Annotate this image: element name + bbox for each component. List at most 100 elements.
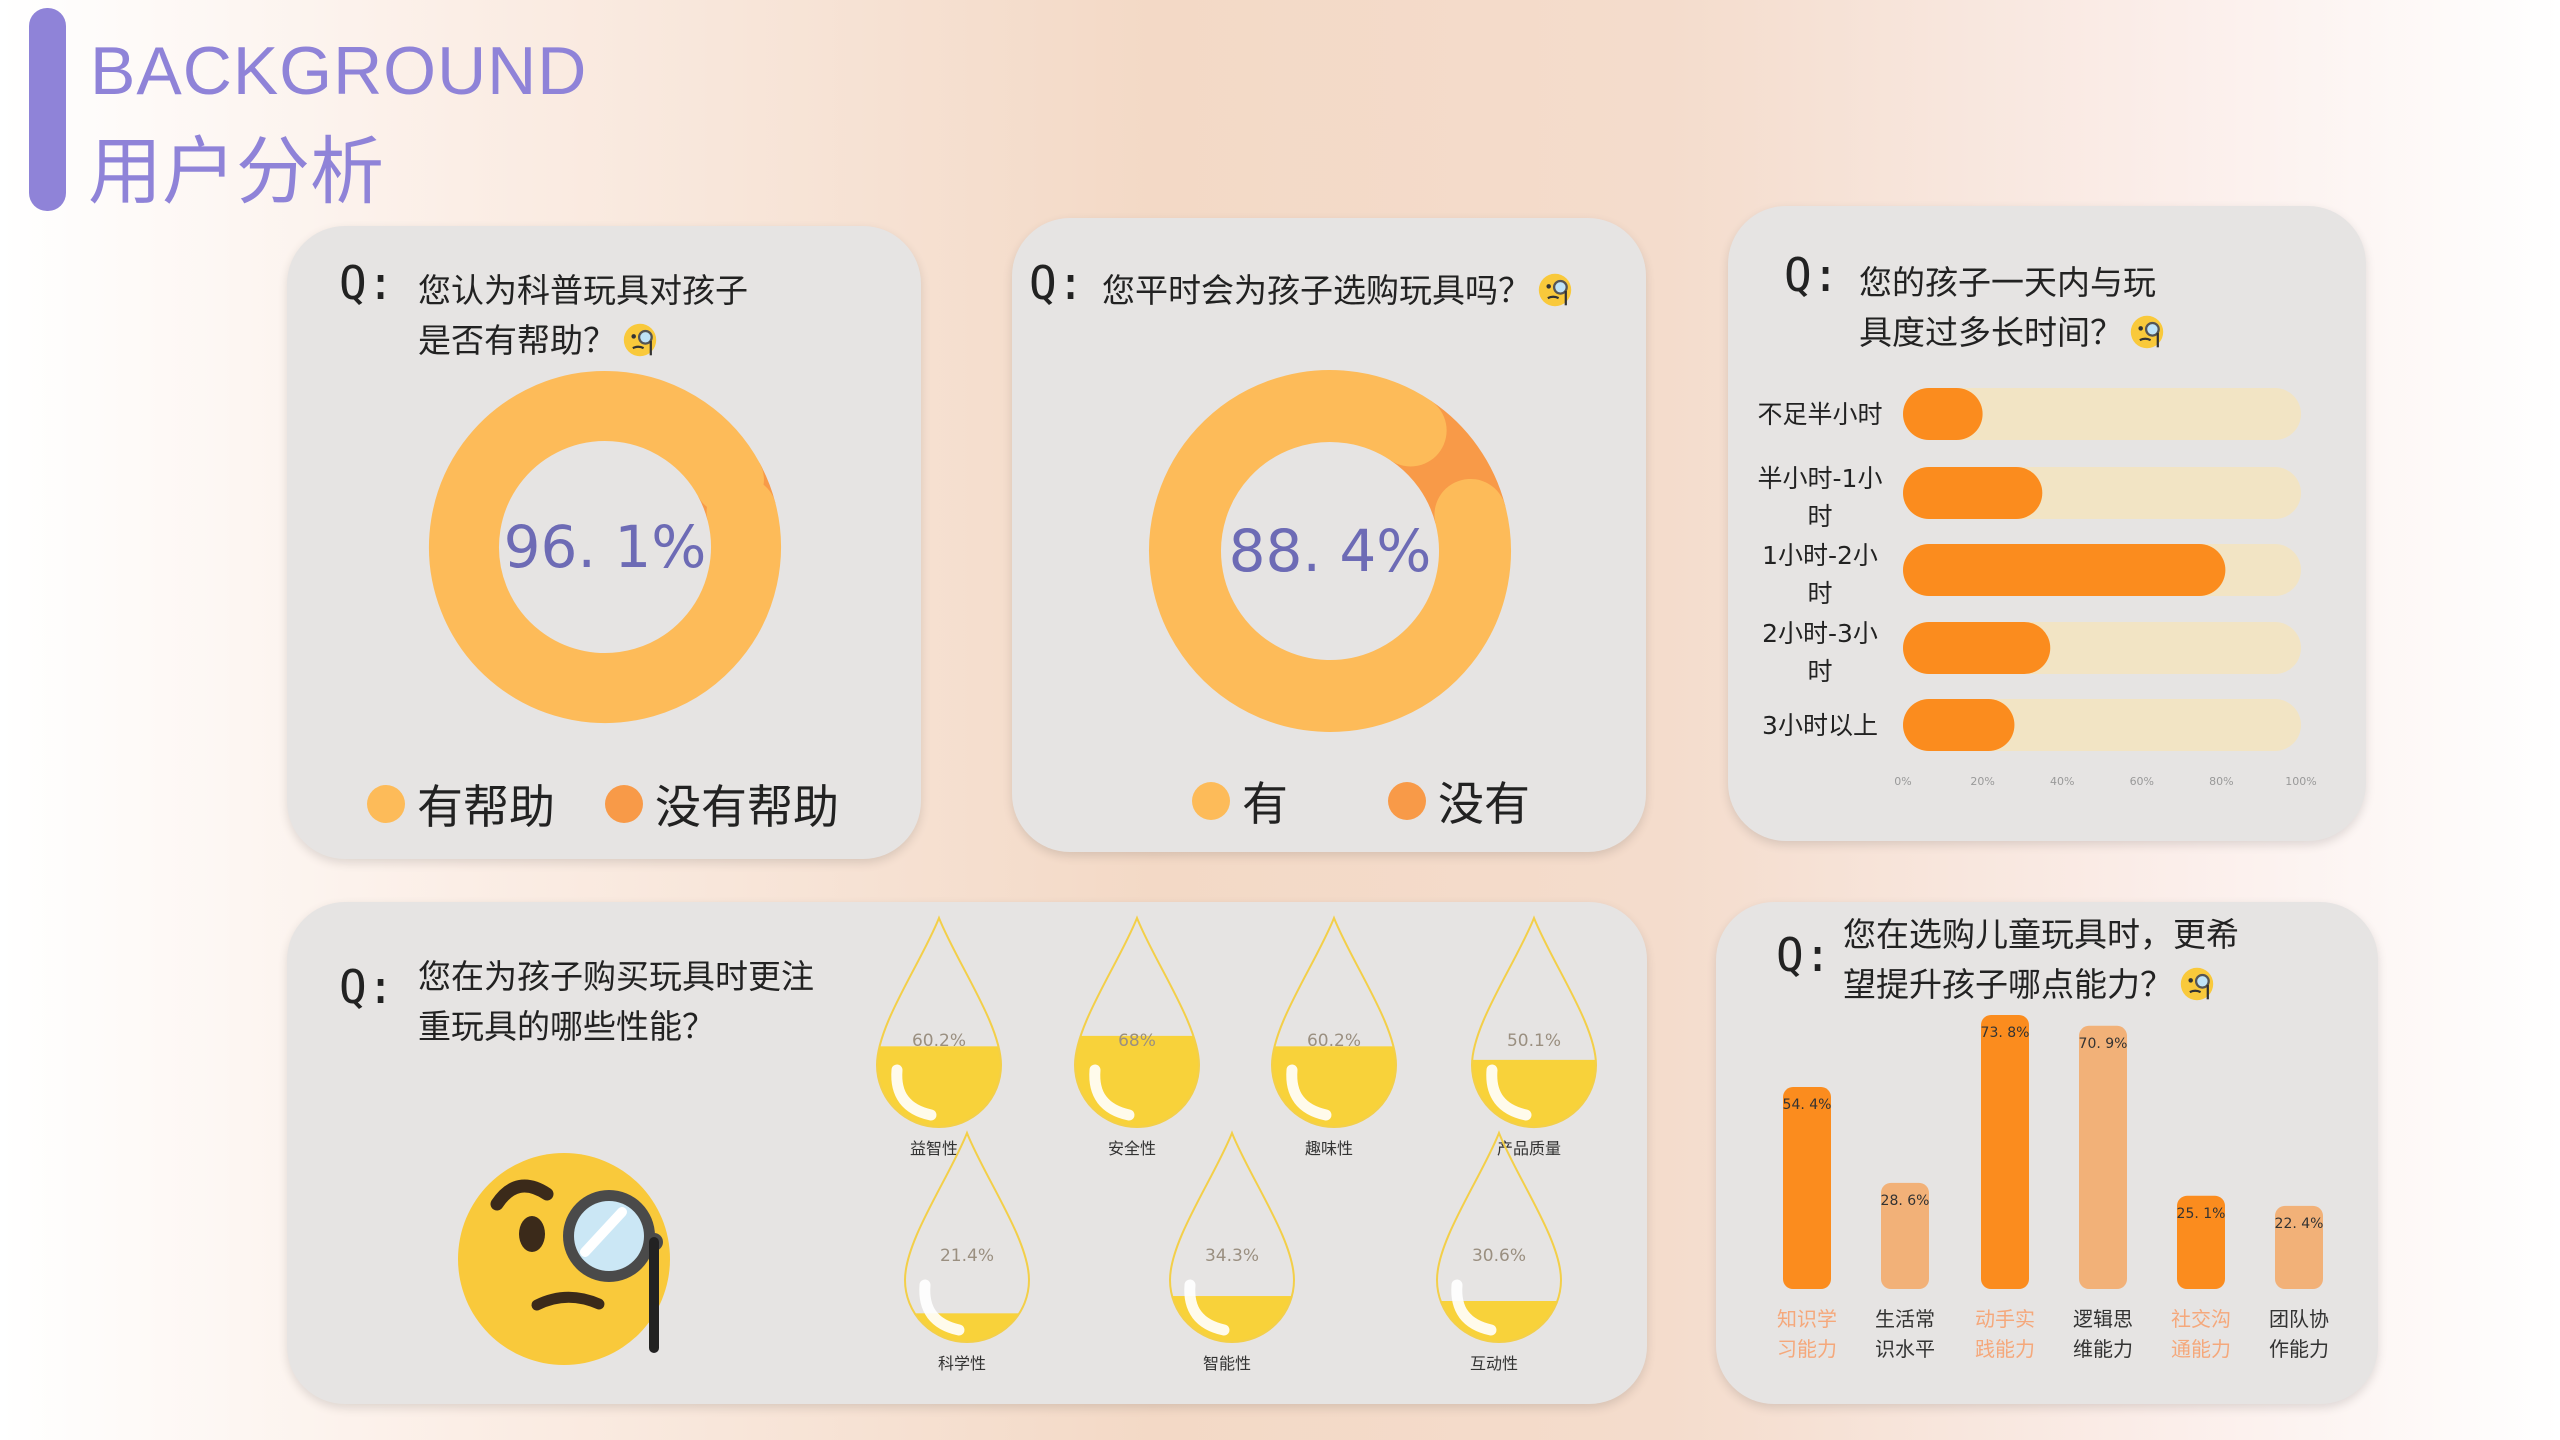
question-line-1: 您的孩子一天内与玩 [1859,263,2156,302]
x-tick-label: 40% [2050,775,2074,788]
drop-shine [1286,1064,1332,1121]
section-title-chinese: 用户分析 [88,129,384,215]
bar-track [1903,388,2301,440]
legend-dot-no [1388,782,1426,820]
drop-outline [1435,1130,1563,1343]
section-title-english: BACKGROUND [90,33,588,109]
bar-1小时-2小时 [1903,544,2226,596]
question-line-1: 您认为科普玩具对孩子 [418,271,748,310]
bar-data-label: 22. 4% [2275,1216,2324,1232]
drop-value-label: 60.2% [912,1031,966,1051]
donut-chart-helpfulness: 96. 1% [429,371,781,723]
question-text: 您在选购儿童玩具时，更希 望提升孩子哪点能力？ [1843,910,2239,1010]
x-tick-label: 100% [2285,775,2316,788]
question-text: 您平时会为孩子选购玩具吗？ [1102,266,1573,316]
card-performance: Q: 您在为孩子购买玩具时更注 重玩具的哪些性能？ 60.2% 益智性 68% 安全性… [287,902,1647,1404]
category-label: 不足半小时 [1757,400,1882,429]
category-label: 习能力 [1777,1337,1837,1361]
drop-outline [903,1130,1031,1343]
liquid-drop-chart-performance: 60.2% 益智性 68% 安全性 60.2% 趣味性 50.1% 产品质量 21.4% 科学性 3… [875,915,1598,1373]
category-label: 时 [1807,579,1832,608]
question-line-2: 具度过多长时间？ [1859,313,2123,352]
category-label: 时 [1807,657,1832,686]
drop-outline [875,915,1003,1128]
category-label: 践能力 [1975,1337,2035,1361]
drop-outline [1470,915,1598,1128]
drop-outline [1073,915,1201,1128]
drop-shine [891,1064,937,1121]
drop-shine [1184,1279,1230,1336]
category-label: 维能力 [2073,1337,2133,1361]
legend-label-no: 没有 [1438,777,1530,831]
drop-category-label: 趣味性 [1305,1139,1353,1158]
donut-center-label: 88. 4% [1229,517,1432,585]
bar-逻辑思维能力 [2079,1025,2127,1289]
bar-半小时-1小时 [1903,467,2043,519]
legend-label-no: 没有帮助 [655,780,839,834]
question-text: 您在为孩子购买玩具时更注 重玩具的哪些性能？ [418,952,814,1052]
drop-value-label: 50.1% [1507,1031,1561,1051]
question-line-2: 望提升孩子哪点能力？ [1843,965,2173,1004]
q-prefix: Q: [1784,248,1840,302]
legend-label-yes: 有 [1242,777,1288,831]
category-label: 3小时以上 [1762,711,1878,740]
question-line-1: 您在选购儿童玩具时，更希 [1843,915,2239,954]
bar-动手实践能力 [1981,1015,2029,1289]
q-prefix: Q: [1776,928,1832,982]
bar-不足半小时 [1903,388,1983,440]
category-label: 半小时-1小 [1758,464,1883,493]
category-label: 生活常 [1875,1307,1935,1331]
q-prefix: Q: [339,256,395,310]
question-line-1: 您在为孩子购买玩具时更注 [418,957,814,996]
thinking-monocle-icon [2180,967,2214,1001]
drop-outline [1270,915,1398,1128]
bar-3小时以上 [1903,699,2015,751]
q-prefix: Q: [1029,256,1085,310]
category-label: 团队协 [2269,1307,2329,1331]
drop-value-label: 60.2% [1307,1031,1361,1051]
card-purchase: Q: 您平时会为孩子选购玩具吗？ 88. 4% 有 没有 [1012,218,1646,852]
drop-shine [1089,1064,1135,1121]
donut-chart-purchase: 88. 4% [1149,370,1511,732]
bar-data-label: 28. 6% [1881,1193,1930,1209]
drop-category-label: 益智性 [910,1139,958,1158]
thinking-monocle-icon [2130,315,2164,349]
card-playtime: Q: 您的孩子一天内与玩 具度过多长时间？ 不足半小时半小时-1小时 1小时-2小… [1728,206,2366,841]
legend-dot-no [605,785,643,823]
legend-label-yes: 有帮助 [417,780,555,834]
category-label: 通能力 [2171,1337,2231,1361]
category-label: 时 [1807,502,1832,531]
category-label: 1小时-2小 [1762,541,1878,570]
drop-outline [1168,1130,1296,1343]
thinking-monocle-icon [623,323,657,357]
donut-slice-有 [1149,370,1511,732]
drop-category-label: 科学性 [938,1354,986,1373]
legend-dot-yes [1192,782,1230,820]
bar-data-label: 70. 9% [2079,1036,2128,1052]
q-prefix: Q: [339,960,395,1014]
x-tick-label: 20% [1970,775,1994,788]
card-helpfulness: Q: 您认为科普玩具对孩子 是否有帮助？ 96. 1% 有帮助 没有帮助 [287,226,921,859]
category-label: 社交沟 [2171,1307,2231,1331]
drop-shine [1451,1279,1497,1336]
drop-category-label: 互动性 [1470,1354,1518,1373]
thinking-monocle-icon [1538,273,1572,307]
bar-data-label: 54. 4% [1783,1097,1832,1113]
bar-data-label: 73. 8% [1981,1025,2030,1041]
x-tick-label: 60% [2130,775,2154,788]
legend-helpfulness: 有帮助 没有帮助 [367,771,839,837]
donut-center-label: 96. 1% [504,513,707,581]
question-text: 您认为科普玩具对孩子 是否有帮助？ [418,266,748,366]
drop-category-label: 产品质量 [1497,1139,1561,1158]
bar-2小时-3小时 [1903,622,2051,674]
bar-社交沟通能力 [2177,1195,2225,1289]
question-line-2: 是否有帮助？ [418,321,616,360]
question-line-2: 重玩具的哪些性能？ [418,1007,715,1046]
bar-data-label: 25. 1% [2177,1206,2226,1222]
legend-dot-yes [367,785,405,823]
category-label: 知识学 [1777,1307,1837,1331]
legend-purchase: 有 没有 [1192,768,1530,834]
donut-slice-有帮助 [429,371,781,723]
